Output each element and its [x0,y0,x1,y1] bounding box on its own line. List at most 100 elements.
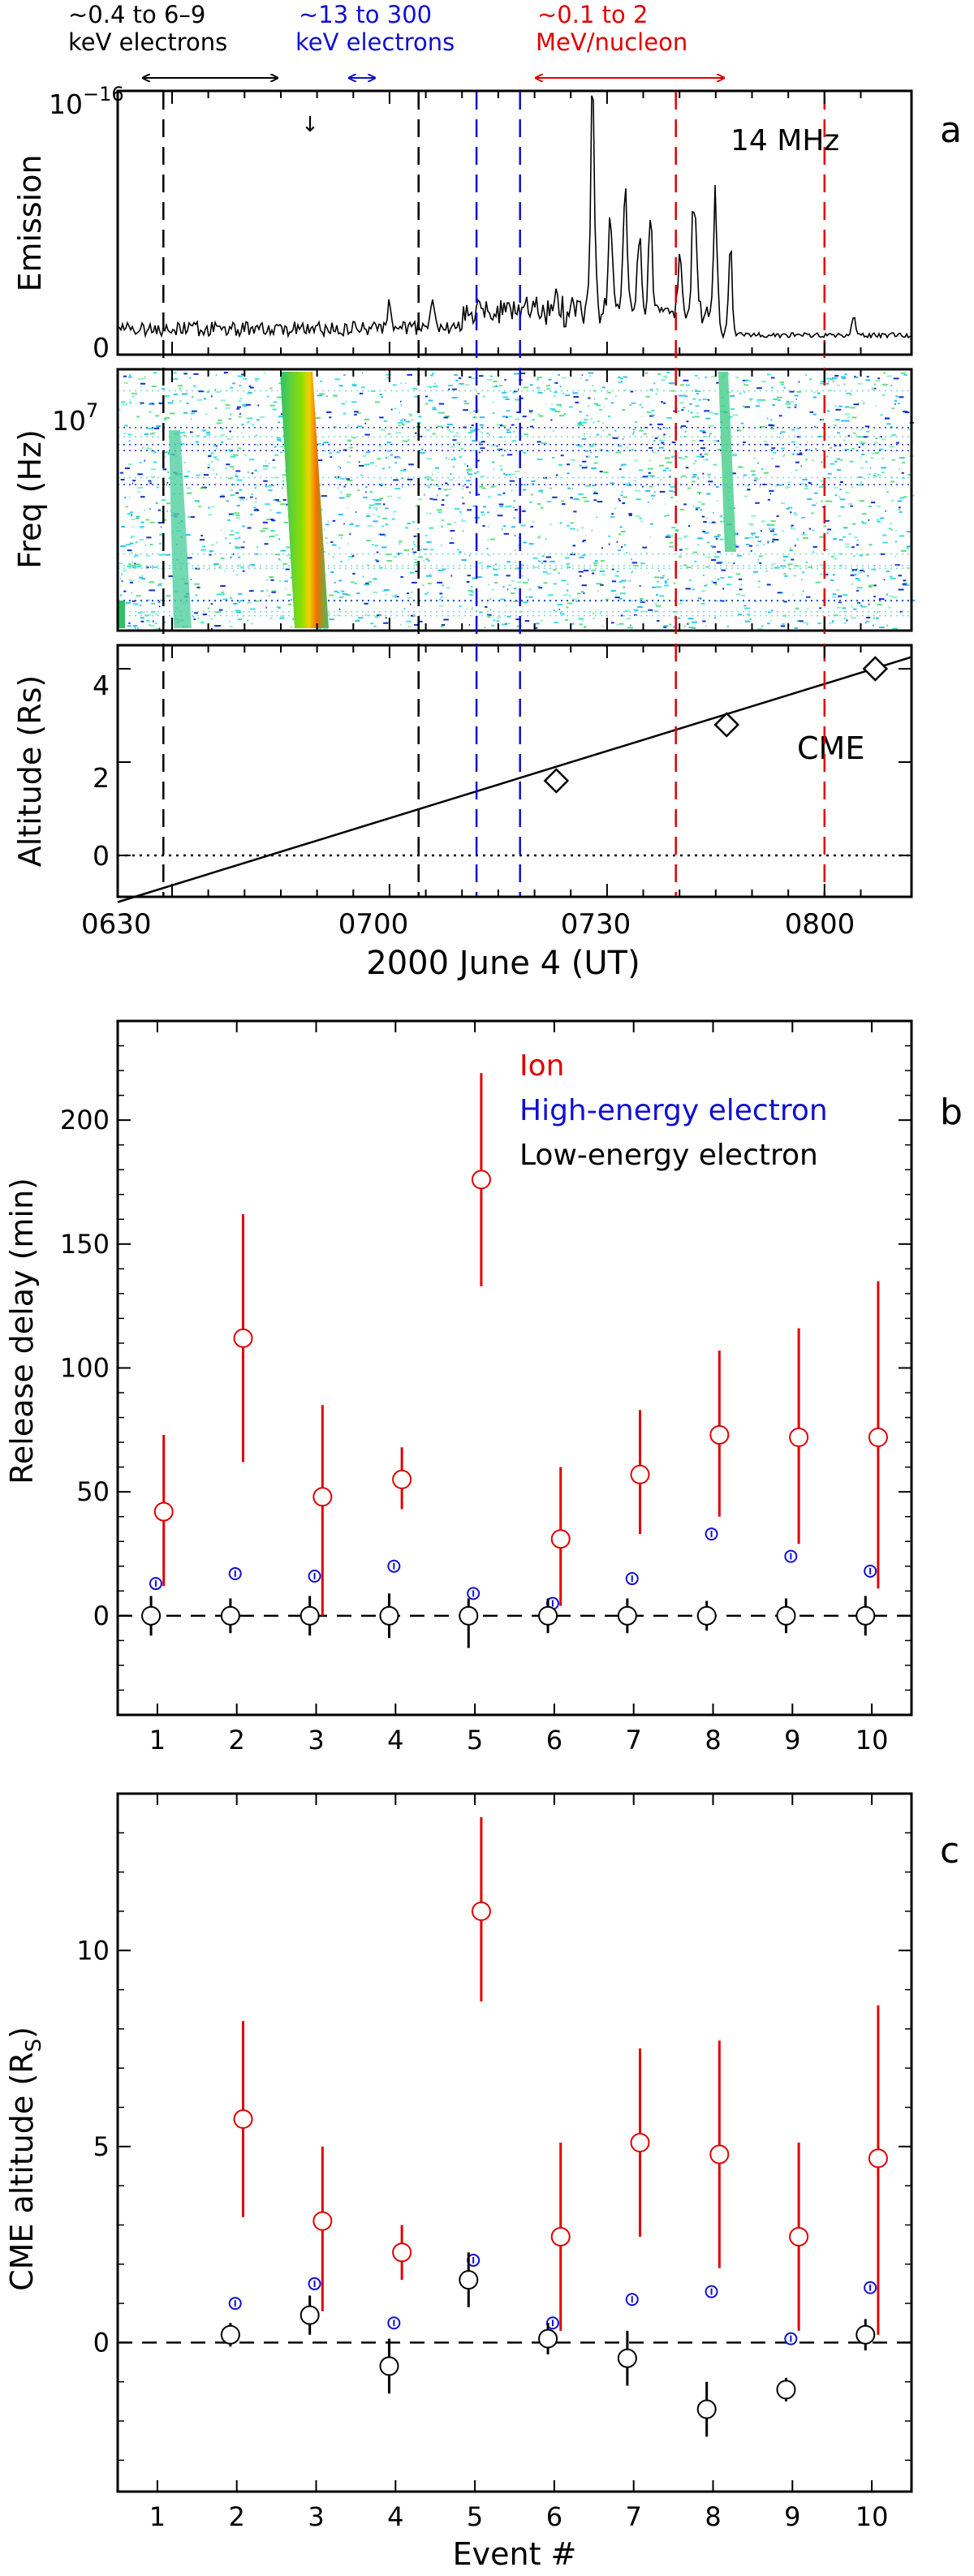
spectrogram-pixel [449,431,455,433]
spectrogram-pixel [657,580,660,583]
spectrogram-pixel [565,394,571,397]
spectrogram-pixel [367,525,373,528]
spectrogram-pixel [137,627,139,630]
spectrogram-pixel [269,485,274,486]
emission-ylabel: Emission [12,154,48,291]
spectrogram-pixel [474,388,476,390]
spectrogram-pixel [711,376,716,377]
spectrogram-pixel [812,529,815,532]
spectrogram-pixel [684,455,688,458]
spectrogram-pixel [381,396,383,398]
spectrogram-pixel [434,467,440,469]
spectrogram-pixel [585,534,587,536]
spectrogram-pixel [856,544,860,546]
spectrogram-pixel [882,394,885,396]
spectrogram-pixel [278,421,280,424]
spectrogram-pixel [838,405,843,407]
spectrogram-pixel [208,506,210,509]
spectrogram-pixel [653,440,656,442]
panel-c-xtick-label: 1 [149,2501,166,2532]
spectrogram-pixel [414,545,417,548]
spectrogram-pixel [146,536,152,539]
spectrogram-pixel [894,541,897,543]
spectrogram-pixel [448,458,450,460]
spectrogram-pixel [425,512,428,515]
spectrogram-pixel [394,594,397,597]
spectrogram-pixel [769,424,775,427]
spectrogram-pixel [802,571,805,573]
spectrogram-pixel [663,402,666,404]
spectrogram-pixel [356,411,361,414]
spectrogram-pixel [497,448,503,450]
spectrogram-pixel [187,471,190,473]
spectrogram-pixel [468,624,470,626]
spectrogram-pixel [632,429,636,431]
spectrogram-pixel [593,390,596,392]
spectrogram-pixel [829,622,834,624]
spectrogram-pixel [529,609,531,611]
spectrogram-pixel [663,433,666,436]
spectrogram-pixel [204,436,206,437]
spectrogram-pixel [618,533,622,536]
spectrogram-pixel [868,603,870,605]
altitude-tick-2: 2 [93,762,110,794]
spectrogram-pixel [586,465,588,467]
spectrogram-pixel [839,481,843,483]
spectrogram-pixel [899,497,905,499]
spectrogram-pixel [702,574,705,576]
spectrogram-pixel [399,543,401,545]
spectrogram-pixel [238,601,241,603]
spectrogram-pixel [491,624,494,627]
spectrogram-pixel [215,541,218,544]
spectrogram-pixel [886,571,889,573]
spectrogram-pixel [319,393,325,395]
spectrogram-pixel [375,616,378,618]
spectrogram-pixel [430,549,433,551]
spectrogram-pixel [702,530,706,532]
spectrogram-pixel [819,607,822,610]
spectrogram-pixel [649,424,653,426]
spectrogram-pixel [640,601,645,603]
spectrogram-pixel [521,510,526,512]
spectrogram-pixel [739,465,741,467]
spectrogram-pixel [334,378,340,381]
spectrogram-pixel [683,564,687,566]
spectrogram-pixel [187,516,191,519]
spectrogram-pixel [429,527,434,529]
spectrogram-pixel [379,566,383,569]
spectrogram-pixel [210,603,213,605]
spectrogram-pixel [752,474,756,476]
spectrogram-pixel [476,393,480,394]
spectrogram-pixel [692,588,696,591]
spectrogram-pixel [453,457,455,459]
spectrogram-pixel [201,545,206,548]
panel-c-ylabel: CME altitude (RS) [4,2027,46,2291]
band-high-energy-line1: ~13 to 300 [299,1,432,28]
spectrogram-pixel [437,411,442,414]
spectrogram-pixel [878,598,885,601]
spectrogram-pixel [500,468,503,471]
spectrogram-pixel [250,514,253,515]
spectrogram-pixel [761,625,764,627]
spectrogram-pixel [278,559,282,562]
spectrogram-pixel [890,577,896,579]
spectrogram-pixel [338,596,344,598]
spectrogram-pixel [438,403,445,405]
spectrogram-pixel [404,527,409,529]
spectrogram-pixel [631,433,634,435]
spectrogram-pixel [425,558,429,560]
spectrogram-pixel [364,463,370,466]
spectrogram-pixel [456,432,459,434]
spectrogram-pixel [597,610,599,612]
spectrogram-pixel [872,624,875,627]
spectrogram-pixel [726,625,730,627]
spectrogram-pixel [906,547,909,549]
spectrogram-pixel [649,389,653,391]
spectrogram-pixel [376,560,380,562]
spectrogram-pixel [706,493,711,495]
spectrogram-pixel [134,562,136,565]
panel-c-ion-point-5 [550,2226,571,2246]
spectrogram-pixel [394,407,398,410]
spectrogram-pixel [567,472,570,475]
spectrogram-pixel [769,530,774,532]
